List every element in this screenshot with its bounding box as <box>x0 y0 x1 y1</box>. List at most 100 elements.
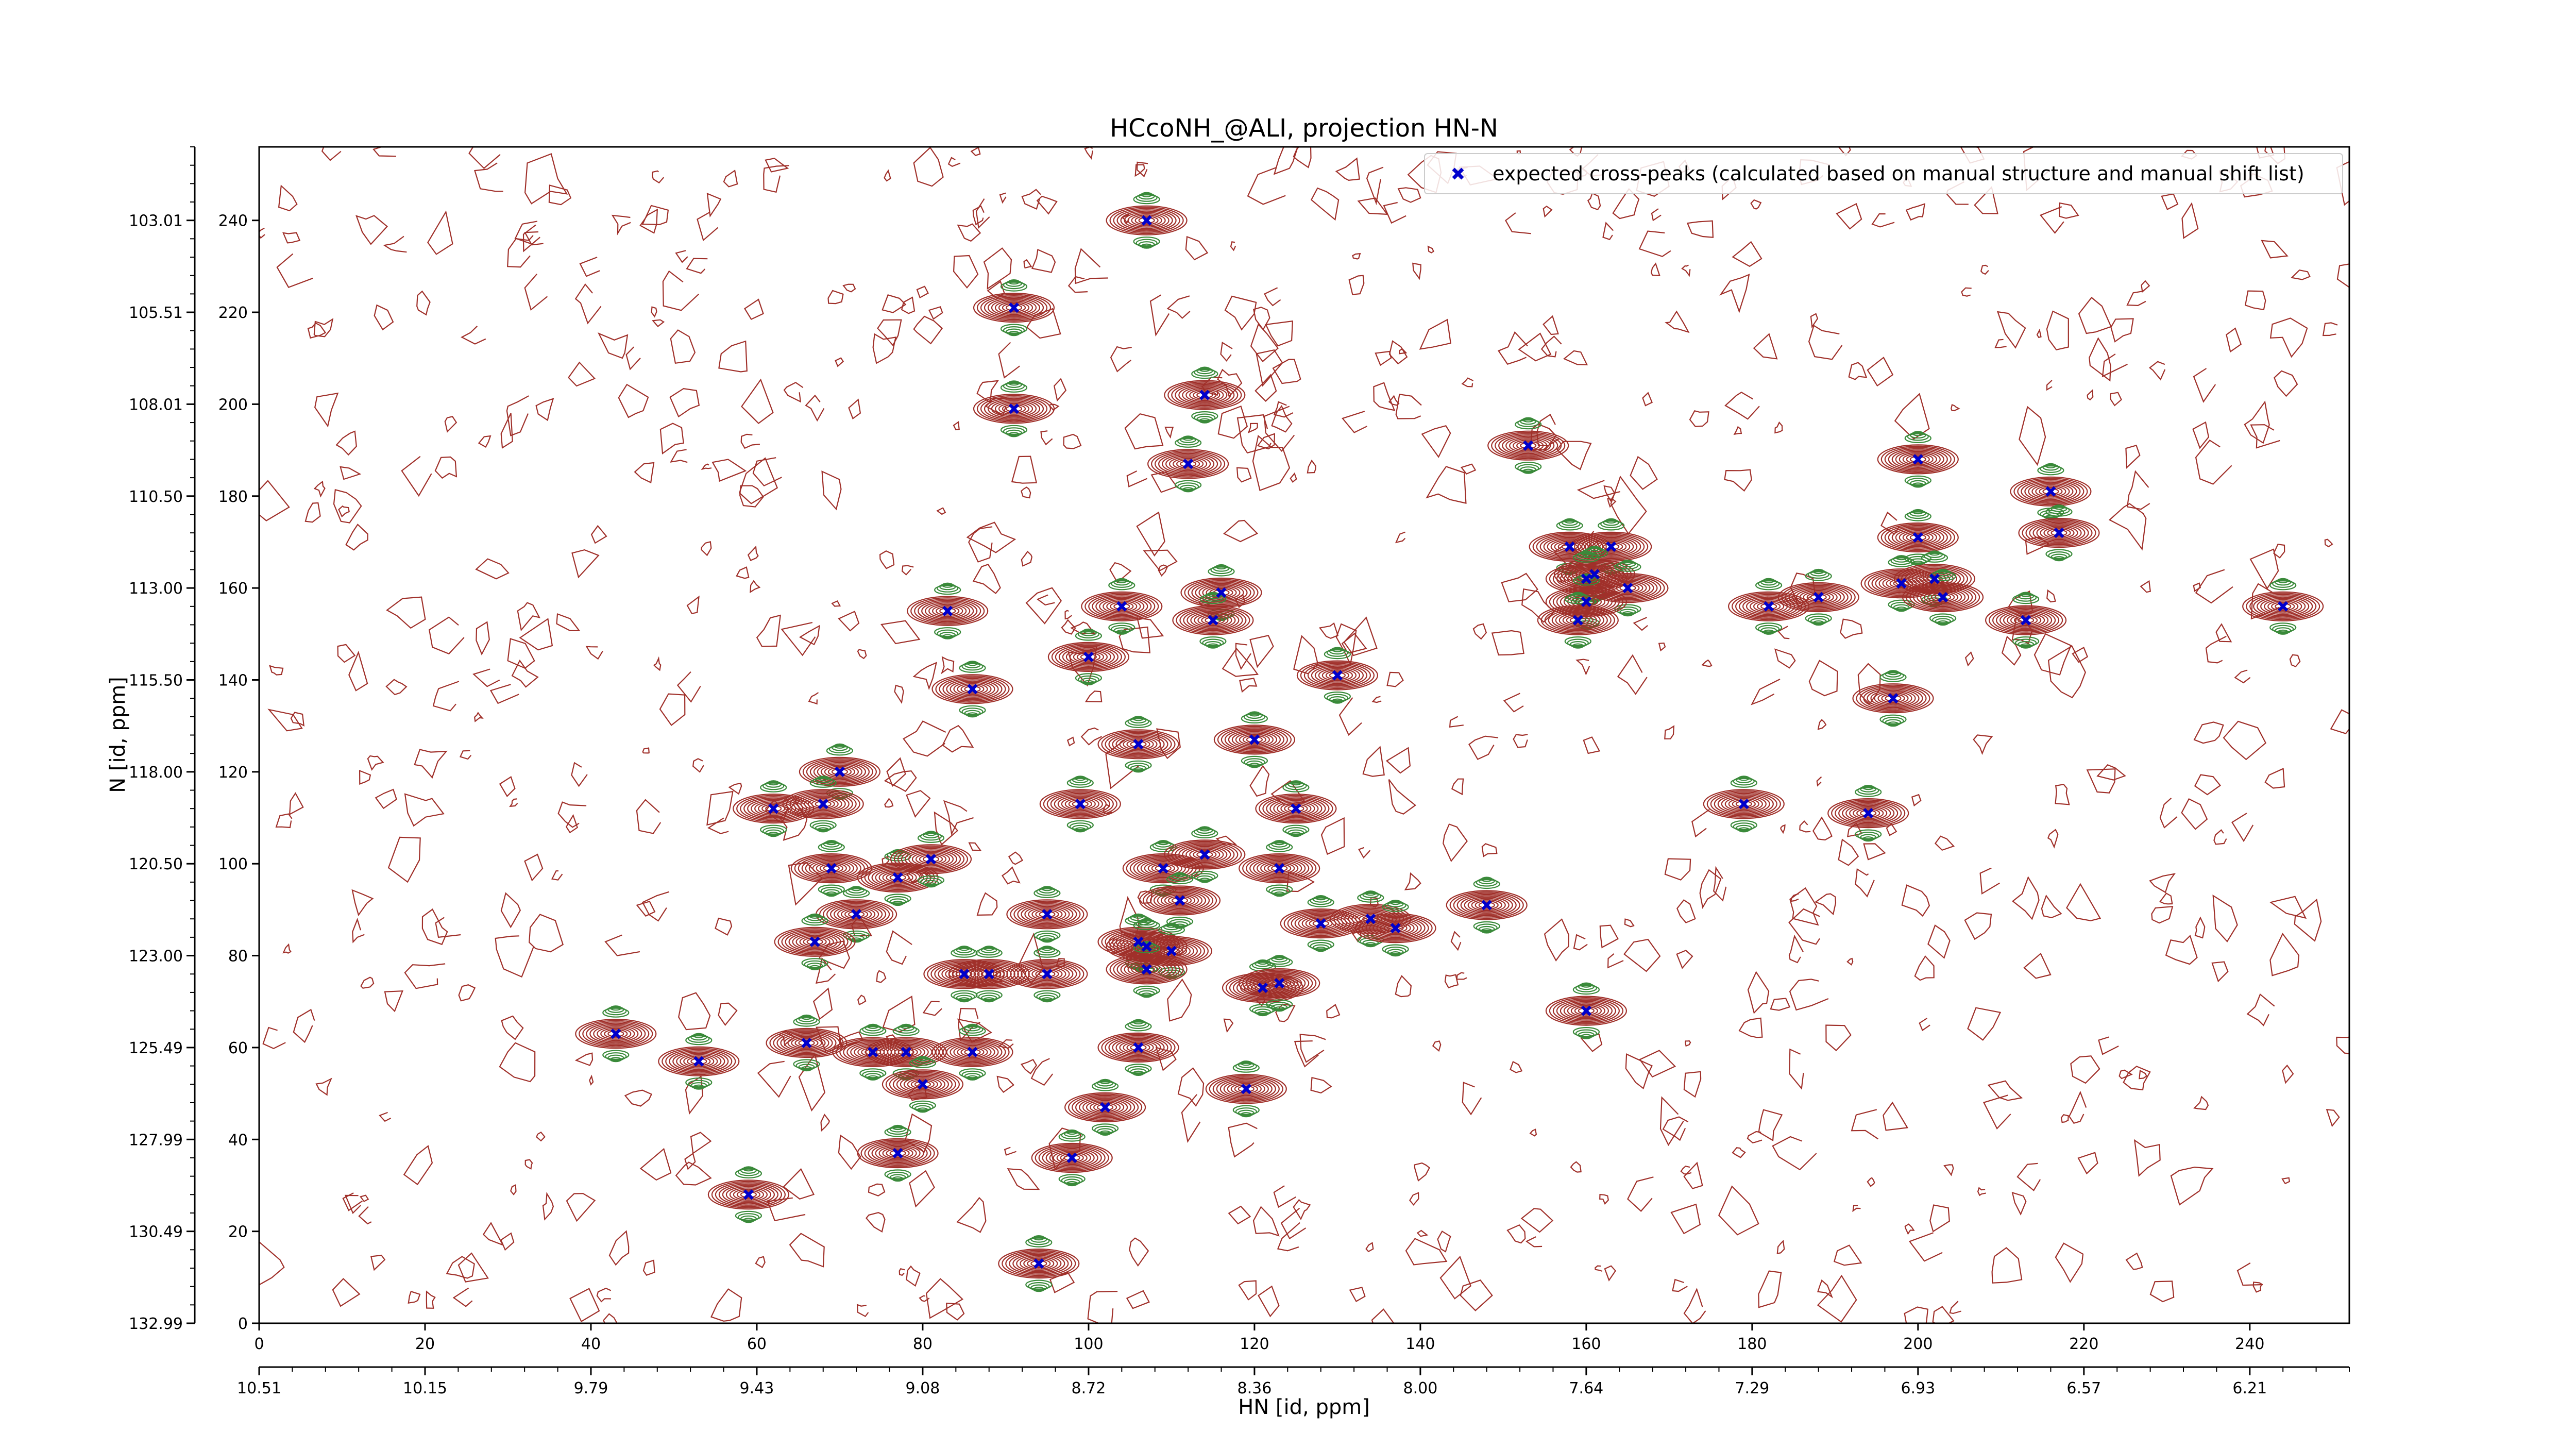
positive-contour <box>1021 904 1074 924</box>
noise-contour <box>1310 1076 1332 1094</box>
positive-contour <box>910 1080 935 1089</box>
negative-contour <box>1622 611 1634 617</box>
negative-contour <box>610 1005 622 1011</box>
negative-contour <box>1365 942 1377 948</box>
negative-contour <box>917 1056 929 1062</box>
noise-contour <box>1228 1122 1258 1158</box>
positive-contour <box>1093 1102 1117 1112</box>
noise-contour <box>1451 778 1464 796</box>
noise-contour <box>1357 197 1388 215</box>
positive-contour <box>2271 601 2295 611</box>
positive-contour <box>1193 850 1217 860</box>
cross-peak-marker <box>1581 596 1592 608</box>
noise-contour <box>461 326 486 345</box>
positive-contour <box>1239 733 1270 746</box>
negative-contour <box>848 886 865 894</box>
noise-contour <box>835 357 844 367</box>
positive-contour <box>2043 527 2075 539</box>
noise-contour <box>2108 503 2147 551</box>
noise-contour <box>1404 872 1421 890</box>
positive-contour <box>799 936 831 948</box>
positive-contour <box>1540 606 1615 634</box>
positive-contour <box>970 967 1008 982</box>
positive-contour <box>1509 438 1548 453</box>
noise-contour <box>333 489 362 524</box>
y-ppm-tick-label: 108.01 <box>129 396 183 414</box>
negative-contour <box>1000 425 1028 435</box>
positive-contour <box>1287 805 1304 812</box>
noise-contour <box>1979 867 2000 895</box>
positive-contour <box>1383 923 1408 933</box>
positive-contour <box>1031 1142 1113 1173</box>
positive-contour <box>1175 383 1235 407</box>
positive-contour <box>1013 902 1081 927</box>
positive-contour <box>1365 917 1426 939</box>
negative-contour <box>688 1034 710 1043</box>
positive-contour <box>1106 600 1138 613</box>
positive-contour <box>973 394 1055 424</box>
positive-contour <box>1446 890 1528 920</box>
noise-contour <box>2066 883 2102 921</box>
positive-contour <box>1054 794 1107 814</box>
noise-contour <box>1166 295 1191 319</box>
noise-contour <box>2193 368 2216 403</box>
noise-contour <box>1701 659 1713 667</box>
negative-contour <box>1895 606 1907 612</box>
negative-contour <box>1097 1128 1114 1135</box>
positive-contour <box>2018 616 2035 624</box>
noise-contour <box>348 650 368 692</box>
positive-contour <box>1005 405 1023 412</box>
positive-contour <box>2039 486 2063 496</box>
noise-contour <box>763 165 789 193</box>
negative-contour <box>1567 638 1589 647</box>
negative-contour <box>1207 643 1219 649</box>
negative-contour <box>1580 982 1592 988</box>
positive-contour <box>945 967 984 982</box>
peak-contour-group <box>973 380 1055 437</box>
positive-contour <box>1387 924 1404 932</box>
positive-contour <box>987 399 1041 419</box>
noise-contour <box>1427 245 1434 254</box>
noise-contour <box>1264 287 1281 307</box>
noise-contour <box>482 1222 504 1246</box>
noise-contour <box>2055 1242 2084 1283</box>
negative-contour <box>1807 570 1829 579</box>
negative-contour <box>1904 475 1931 486</box>
negative-contour <box>1196 415 1213 423</box>
noise-contour <box>816 957 836 984</box>
negative-contour <box>1113 579 1130 586</box>
noise-contour <box>1432 1040 1442 1052</box>
noise-contour <box>805 394 825 422</box>
positive-contour <box>1562 614 1594 627</box>
negative-contour <box>1478 877 1495 885</box>
positive-contour <box>864 1140 931 1166</box>
negative-contour <box>1362 891 1379 898</box>
negative-contour <box>887 1126 909 1135</box>
negative-contour <box>1758 625 1780 633</box>
positive-contour <box>1537 605 1619 635</box>
positive-contour <box>1051 643 1126 671</box>
cross-peak-marker <box>868 1047 878 1057</box>
cross-peak-marker <box>1158 863 1168 874</box>
positive-contour <box>1205 616 1222 624</box>
negative-contour <box>1132 1019 1144 1025</box>
noise-contour <box>509 798 518 807</box>
negative-contour <box>942 582 954 588</box>
negative-contour <box>1061 1131 1083 1140</box>
noise-contour <box>1799 820 1811 833</box>
negative-contour <box>1177 482 1199 491</box>
positive-contour <box>582 1021 650 1047</box>
positive-contour <box>1075 1096 1136 1119</box>
positive-contour <box>1123 738 1154 750</box>
positive-contour <box>1380 922 1411 934</box>
x-index-tick-label: 100 <box>1074 1335 1103 1353</box>
noise-contour <box>1250 323 1279 362</box>
negative-contour <box>1268 841 1291 850</box>
positive-contour <box>1116 958 1177 981</box>
noise-contour <box>838 611 860 632</box>
positive-contour <box>1164 894 1196 907</box>
positive-contour <box>812 861 851 876</box>
noise-contour <box>499 776 516 797</box>
negative-contour <box>1760 579 1777 586</box>
negative-contour <box>1885 719 1902 726</box>
